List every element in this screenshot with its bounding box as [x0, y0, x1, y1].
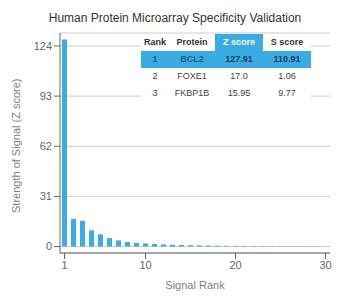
- svg-text:Signal Rank: Signal Rank: [165, 279, 225, 291]
- html-text:S score: S score: [270, 37, 304, 48]
- html-text:1.06: 1.06: [278, 71, 296, 82]
- html-text:110.91: 110.91: [273, 54, 301, 65]
- html-text:9.77: 9.77: [278, 88, 296, 99]
- html-text:FOXE1: FOXE1: [177, 71, 207, 82]
- html-text:17.0: 17.0: [230, 71, 248, 82]
- svg-text:30: 30: [319, 259, 331, 271]
- html-text:3: 3: [152, 88, 158, 99]
- svg-text:0: 0: [46, 240, 52, 252]
- svg-text:31: 31: [40, 190, 52, 202]
- html-text:FKBP1B: FKBP1B: [174, 88, 210, 99]
- svg-text:20: 20: [229, 259, 241, 271]
- svg-text:93: 93: [40, 90, 52, 102]
- svg-text:124: 124: [34, 40, 52, 52]
- html-text:Rank: Rank: [144, 37, 166, 48]
- html-text:Human Protein Microarray Speci: Human Protein Microarray Specificity Val…: [48, 11, 302, 25]
- svg-text:62: 62: [40, 140, 52, 152]
- html-text:127.91: 127.91: [225, 54, 253, 65]
- svg-text:10: 10: [139, 259, 151, 271]
- html-text:Protein: Protein: [176, 37, 208, 48]
- html-text:2: 2: [152, 71, 158, 82]
- html-text:1: 1: [152, 54, 158, 65]
- html-text:BCL2: BCL2: [180, 54, 204, 65]
- svg-text:1: 1: [61, 259, 67, 271]
- svg-text:Strength of Signal (Z score): Strength of Signal (Z score): [10, 78, 22, 213]
- html-text:Z score: Z score: [223, 37, 255, 48]
- html-text:15.95: 15.95: [227, 88, 251, 99]
